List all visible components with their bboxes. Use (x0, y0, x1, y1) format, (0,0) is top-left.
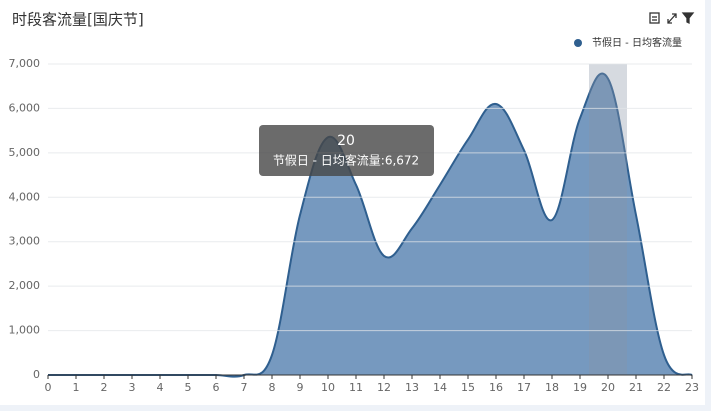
legend-marker (574, 39, 582, 47)
x-tick-label: 5 (185, 381, 192, 394)
x-tick-label: 1 (73, 381, 80, 394)
x-tick-label: 20 (601, 381, 615, 394)
tooltip-box (259, 125, 434, 176)
x-tick-label: 18 (545, 381, 559, 394)
x-tick-label: 12 (377, 381, 391, 394)
x-tick-label: 0 (45, 381, 52, 394)
x-tick-label: 10 (321, 381, 335, 394)
y-tick-label: 5,000 (9, 146, 41, 159)
x-tick-label: 14 (433, 381, 447, 394)
x-tick-label: 23 (685, 381, 699, 394)
data-view-icon[interactable] (649, 12, 660, 24)
legend-label: 节假日 - 日均客流量 (592, 36, 682, 49)
x-tick-label: 22 (657, 381, 671, 394)
x-tick-label: 8 (269, 381, 276, 394)
toolbar[interactable] (649, 12, 695, 25)
x-tick-label: 11 (349, 381, 363, 394)
tooltip-text: 节假日 - 日均客流量:6,672 (273, 153, 419, 168)
x-tick-label: 16 (489, 381, 503, 394)
x-tick-label: 2 (101, 381, 108, 394)
y-tick-label: 6,000 (9, 101, 41, 114)
x-tick-label: 3 (129, 381, 136, 394)
x-tick-label: 4 (157, 381, 164, 394)
x-tick-label: 13 (405, 381, 419, 394)
x-tick-label: 19 (573, 381, 587, 394)
y-tick-label: 2,000 (9, 279, 41, 292)
y-tick-label: 1,000 (9, 324, 41, 337)
hover-band (589, 64, 627, 375)
y-tick-label: 3,000 (9, 235, 41, 248)
fullscreen-icon[interactable] (667, 13, 677, 24)
y-tick-label: 0 (33, 368, 40, 381)
y-tick-label: 4,000 (9, 190, 41, 203)
area-fill (48, 73, 692, 377)
x-tick-label: 15 (461, 381, 475, 394)
x-tick-label: 7 (241, 381, 248, 394)
x-tick-label: 21 (629, 381, 643, 394)
chart-title: 时段客流量[国庆节] (12, 11, 144, 29)
filter-icon[interactable] (681, 12, 695, 25)
x-tick-label: 9 (297, 381, 304, 394)
tooltip-title: 20 (337, 133, 355, 149)
x-tick-label: 17 (517, 381, 531, 394)
x-tick-label: 6 (213, 381, 220, 394)
y-tick-label: 7,000 (9, 57, 41, 70)
